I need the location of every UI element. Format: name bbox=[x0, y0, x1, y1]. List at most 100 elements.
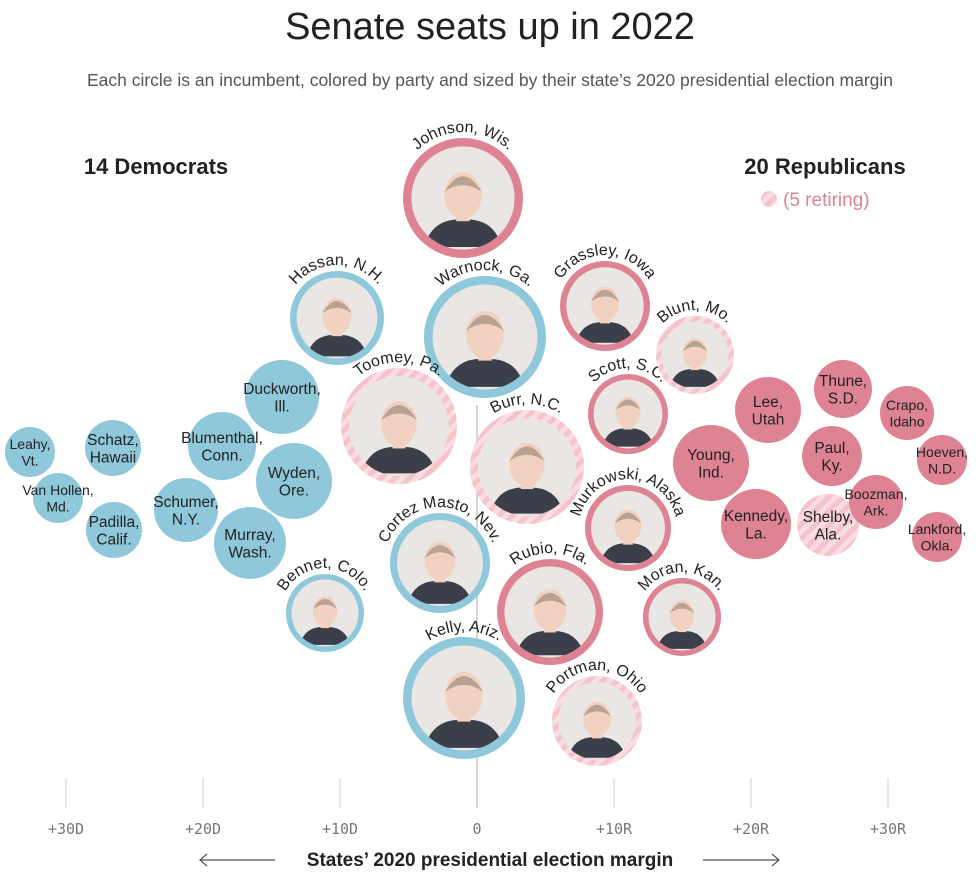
senator-duckworth: Duckworth, Ill. bbox=[243, 360, 321, 434]
legend-retiring: (5 retiring) bbox=[783, 190, 870, 211]
senator-name: Blumenthal, Conn. bbox=[181, 430, 263, 465]
senator-moran: Moran, Kan. bbox=[635, 559, 730, 656]
senator-hoeven: Hoeven, N.D. bbox=[916, 435, 968, 485]
senator-circle bbox=[5, 427, 55, 477]
senator-lankford: Lankford, Okla. bbox=[908, 512, 966, 562]
senator-blumenthal: Blumenthal, Conn. bbox=[181, 412, 263, 480]
portrait-photo bbox=[477, 417, 577, 517]
x-tick-label: 0 bbox=[472, 820, 481, 838]
senator-boozman: Boozman, Ark. bbox=[844, 475, 908, 529]
senator-name: Schumer, N.Y. bbox=[153, 494, 218, 529]
senator-toomey: Toomey, Pa. bbox=[341, 349, 457, 484]
legend-democrats: 14 Democrats bbox=[84, 154, 228, 179]
senator-name: Hoeven, N.D. bbox=[916, 444, 968, 476]
x-tick-label: +30R bbox=[870, 820, 907, 838]
senator-name: Duckworth, Ill. bbox=[243, 381, 321, 416]
senator-name: Thune, S.D. bbox=[819, 373, 867, 408]
senator-circle bbox=[256, 443, 332, 519]
axis-arrowhead-left bbox=[199, 853, 208, 867]
portrait-photo bbox=[349, 376, 449, 476]
senator-van-hollen: Van Hollen, Md. bbox=[22, 473, 94, 523]
portrait-photo bbox=[661, 321, 729, 389]
senator-circle bbox=[917, 435, 967, 485]
x-tick-label: +10D bbox=[322, 820, 358, 838]
senator-padilla: Padilla, Calif. bbox=[86, 502, 142, 558]
senator-circle bbox=[188, 412, 256, 480]
senator-leahy: Leahy, Vt. bbox=[5, 427, 55, 477]
senator-name: Shelby, Ala. bbox=[803, 509, 854, 544]
x-tick-label: +10R bbox=[596, 820, 633, 838]
senator-young: Young, Ind. bbox=[673, 425, 749, 501]
senator-hassan: Hassan, N.H. bbox=[286, 252, 388, 365]
senator-circle bbox=[880, 386, 934, 440]
chart-title: Senate seats up in 2022 bbox=[285, 6, 695, 48]
senator-schumer: Schumer, N.Y. bbox=[153, 478, 219, 542]
x-tick-label: +20R bbox=[733, 820, 770, 838]
senator-thune: Thune, S.D. bbox=[814, 360, 872, 418]
senator-circle bbox=[85, 420, 141, 476]
portrait-photo bbox=[411, 645, 517, 751]
x-axis-label: States’ 2020 presidential election margi… bbox=[307, 850, 673, 871]
senator-circle bbox=[849, 475, 903, 529]
senator-circle bbox=[814, 360, 872, 418]
axis-arrowhead-right bbox=[771, 853, 780, 867]
senator-name: Wyden, Ore. bbox=[268, 465, 320, 500]
points-layer: Leahy, Vt. Schatz, Hawaii Van Hollen, Md.Padi… bbox=[5, 119, 968, 766]
portrait-photo bbox=[593, 379, 663, 449]
senator-blunt: Blunt, Mo. bbox=[654, 297, 736, 394]
senator-name: Kennedy, La. bbox=[724, 508, 788, 543]
portrait-photo bbox=[504, 566, 596, 658]
senator-burr: Burr, N.C. bbox=[470, 391, 584, 524]
senator-name: Young, Ind. bbox=[687, 447, 735, 482]
senator-grassley: Grassley, Iowa bbox=[551, 242, 659, 351]
senator-kennedy: Kennedy, La. bbox=[721, 489, 791, 559]
senator-name: Lankford, Okla. bbox=[908, 521, 966, 553]
portrait-photo bbox=[591, 491, 665, 565]
x-tick-label: +20D bbox=[185, 820, 221, 838]
senator-circle bbox=[214, 507, 286, 579]
legend-republicans: 20 Republicans bbox=[744, 154, 905, 179]
senator-name: Boozman, Ark. bbox=[844, 486, 907, 518]
senator-cortez-masto: Cortez Masto, Nev. bbox=[376, 494, 505, 613]
senator-shelby: Shelby, Ala. bbox=[797, 494, 859, 556]
senator-portman: Portman, Ohio bbox=[543, 657, 651, 766]
portrait-photo bbox=[411, 146, 515, 250]
senator-wyden: Wyden, Ore. bbox=[256, 443, 332, 519]
senator-warnock: Warnock, Ga. bbox=[424, 257, 546, 398]
chart-subtitle: Each circle is an incumbent, colored by … bbox=[86, 70, 894, 90]
senator-circle bbox=[721, 489, 791, 559]
senator-rubio: Rubio, Fla. bbox=[497, 540, 603, 665]
senator-name: Murray, Wash. bbox=[224, 527, 275, 562]
senator-name: Crapo, Idaho bbox=[886, 397, 928, 429]
senator-lee: Lee, Utah bbox=[735, 377, 801, 443]
portrait-photo bbox=[397, 520, 483, 606]
senator-crapo: Crapo, Idaho bbox=[880, 386, 934, 440]
senator-johnson: Johnson, Wis. bbox=[403, 119, 523, 258]
senator-name: Schatz, Hawaii bbox=[87, 432, 139, 467]
senator-circle bbox=[912, 512, 962, 562]
legend-retiring-swatch bbox=[761, 191, 777, 207]
senator-name: Van Hollen, Md. bbox=[22, 482, 93, 514]
portrait-photo bbox=[291, 579, 359, 647]
senator-murray: Murray, Wash. bbox=[214, 507, 286, 579]
senator-name: Lee, Utah bbox=[752, 394, 785, 429]
portrait-photo bbox=[558, 682, 636, 760]
senator-circle bbox=[735, 377, 801, 443]
senator-circle bbox=[802, 426, 862, 486]
x-tick-label: +30D bbox=[48, 820, 84, 838]
portrait-photo bbox=[432, 284, 538, 390]
senator-circle bbox=[86, 502, 142, 558]
portrait-photo bbox=[566, 267, 644, 345]
senator-name: Padilla, Calif. bbox=[89, 514, 140, 549]
senator-circle bbox=[797, 494, 859, 556]
senator-circle bbox=[154, 478, 218, 542]
portrait-photo bbox=[648, 583, 716, 651]
senator-murkowski: Murkowski, Alaska bbox=[568, 466, 688, 571]
portrait-photo bbox=[296, 277, 378, 359]
senator-circle bbox=[245, 360, 319, 434]
senator-circle bbox=[33, 473, 83, 523]
senator-circle bbox=[673, 425, 749, 501]
senator-name: Leahy, Vt. bbox=[10, 436, 51, 468]
senator-name: Paul, Ky. bbox=[814, 440, 849, 475]
